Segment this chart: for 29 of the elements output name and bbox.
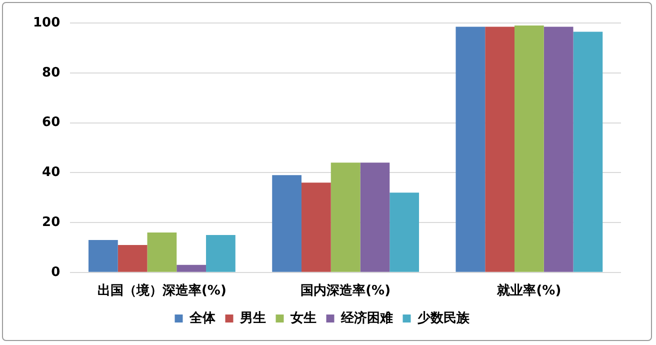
legend-label: 经济困难 — [340, 310, 393, 326]
bar — [88, 240, 118, 272]
bar — [544, 26, 574, 272]
y-tick-label: 20 — [42, 214, 60, 230]
legend-label: 全体 — [188, 310, 216, 326]
bar — [176, 264, 206, 272]
bar — [302, 182, 331, 272]
bar — [330, 162, 360, 272]
x-tick-label: 就业率(%) — [496, 282, 562, 299]
bar — [485, 26, 514, 272]
bar — [360, 162, 390, 272]
legend-label: 少数民族 — [416, 310, 470, 326]
x-tick-label: 国内深造率(%) — [300, 282, 391, 299]
bar — [147, 232, 177, 272]
y-tick-label: 40 — [42, 165, 60, 180]
bar — [118, 244, 148, 272]
bar — [272, 175, 302, 272]
y-tick-label: 0 — [51, 264, 60, 280]
y-tick-label: 80 — [42, 65, 60, 80]
legend-label: 女生 — [289, 310, 316, 326]
bar — [206, 234, 236, 272]
bar — [514, 25, 544, 272]
y-tick-label: 60 — [42, 115, 60, 130]
x-tick-label: 出国（境）深造率(%) — [97, 282, 226, 299]
bar — [456, 26, 486, 272]
bar — [573, 32, 603, 272]
bar — [390, 192, 420, 272]
legend-label: 男生 — [238, 310, 266, 326]
y-tick-label: 100 — [32, 15, 60, 30]
